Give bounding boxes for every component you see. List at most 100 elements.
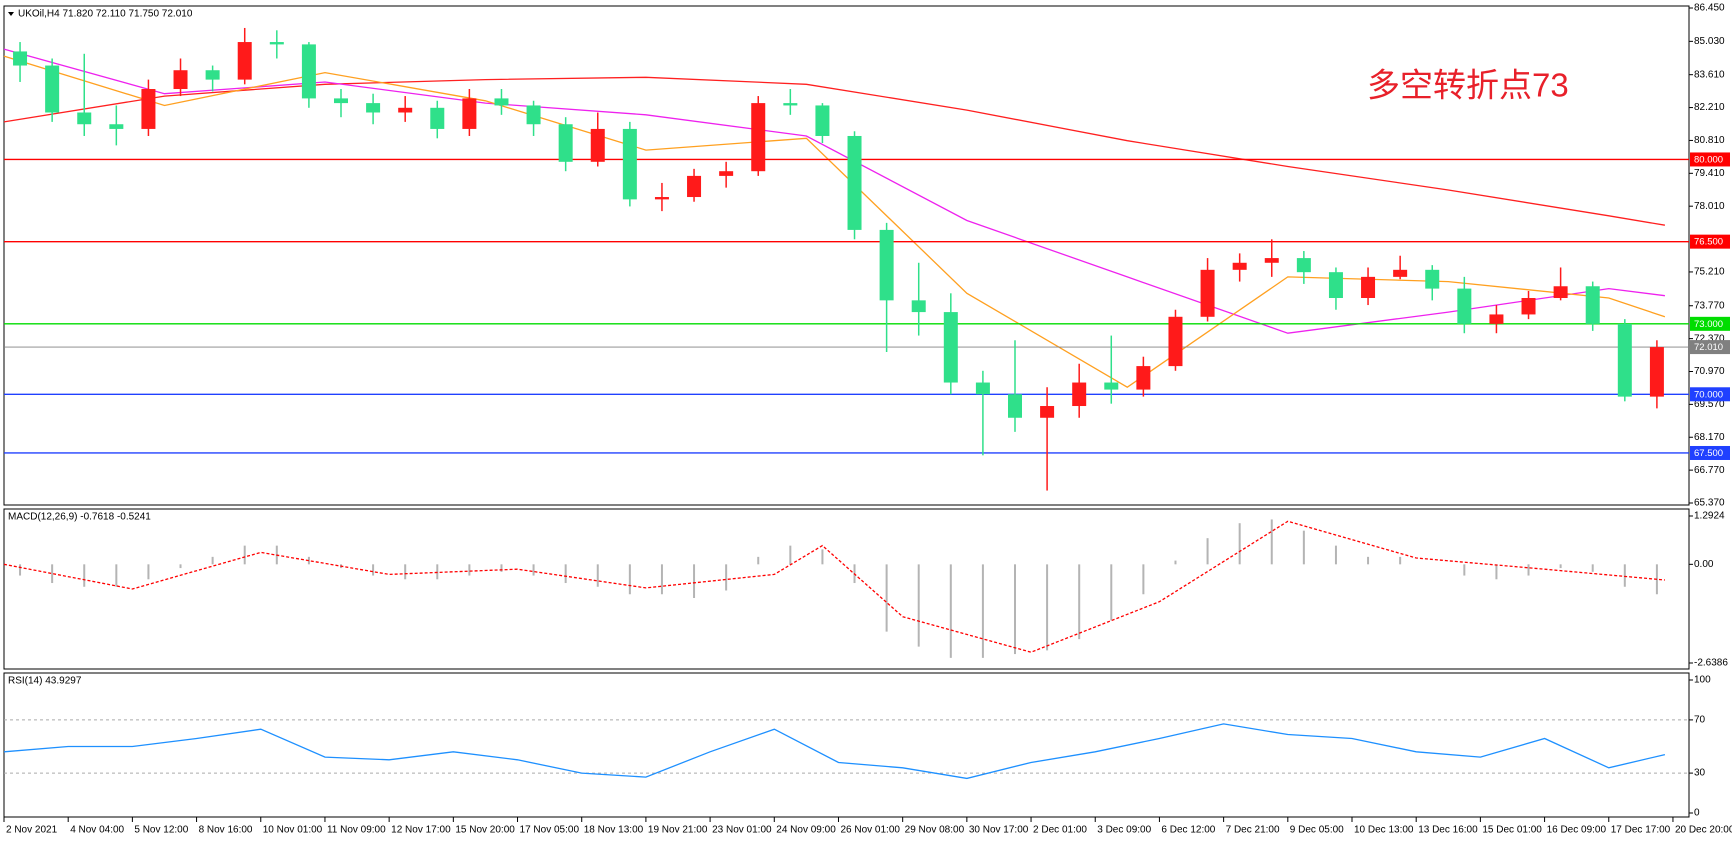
y-tick-label: 0.00 <box>1694 559 1714 570</box>
x-tick-label: 2 Dec 01:00 <box>1033 825 1087 836</box>
candle-body <box>1489 314 1504 324</box>
signal-line <box>3 520 1665 653</box>
x-tick-label: 12 Nov 17:00 <box>391 825 451 836</box>
y-tick-label: 1.2924 <box>1694 511 1725 522</box>
y-tick-label: 65.370 <box>1694 498 1725 509</box>
candle-body <box>751 103 766 172</box>
candle-body <box>398 107 413 113</box>
y-tick-label: 100 <box>1694 675 1711 686</box>
y-tick-label: 85.030 <box>1694 36 1725 47</box>
candle-body <box>301 44 316 99</box>
x-tick-label: 7 Dec 21:00 <box>1226 825 1280 836</box>
y-tick-label: 70 <box>1694 715 1706 726</box>
candle-body <box>815 105 830 136</box>
candle-body <box>847 135 862 230</box>
y-tick-label: 70.970 <box>1694 366 1725 377</box>
candle-body <box>1361 276 1376 299</box>
y-tick-label: 72.370 <box>1694 333 1725 344</box>
y-tick-label: 0 <box>1694 808 1700 819</box>
level-tag <box>1690 316 1730 331</box>
y-tick-label: 75.210 <box>1694 267 1725 278</box>
candle-body <box>1200 269 1215 317</box>
candle-body <box>911 300 926 313</box>
candle-body <box>494 98 509 106</box>
moving-average <box>3 76 1666 226</box>
candle-body <box>1328 272 1343 299</box>
annotation: 多空转折点73 <box>1367 67 1569 104</box>
candle-body <box>1072 382 1087 407</box>
candle-body <box>1617 323 1632 397</box>
candle-body <box>1296 258 1311 273</box>
candle-body <box>719 171 734 176</box>
candle-body <box>1264 258 1279 263</box>
level-tag <box>1690 152 1730 167</box>
candle-body <box>1168 316 1183 367</box>
x-tick-label: 5 Nov 12:00 <box>134 825 188 836</box>
candle-body <box>1585 286 1600 324</box>
level-label: 73.000 <box>1694 319 1723 330</box>
level-label: 67.500 <box>1694 448 1723 459</box>
candle-body <box>1649 347 1664 397</box>
x-tick-label: 19 Nov 21:00 <box>648 825 708 836</box>
macd-pane <box>3 508 1690 670</box>
level-tag <box>1690 445 1730 460</box>
x-tick-label: 30 Nov 17:00 <box>969 825 1029 836</box>
candle-body <box>1040 406 1055 418</box>
moving-average <box>3 48 1665 334</box>
level-label: 80.000 <box>1694 154 1723 165</box>
menu-icon[interactable] <box>8 12 14 16</box>
candle-body <box>45 65 60 113</box>
candle-body <box>1457 288 1472 324</box>
candle-body <box>430 107 445 129</box>
macd-title: MACD(12,26,9) -0.7618 -0.5241 <box>8 512 151 523</box>
x-tick-label: 13 Dec 16:00 <box>1418 825 1478 836</box>
candle-body <box>783 103 798 106</box>
x-tick-label: 17 Dec 17:00 <box>1611 825 1671 836</box>
y-tick-label: 73.770 <box>1694 300 1725 311</box>
candle-body <box>1104 382 1119 390</box>
candle-body <box>879 229 894 301</box>
candle-body <box>590 128 605 162</box>
y-tick-label: 83.610 <box>1694 69 1725 80</box>
y-tick-label: 82.210 <box>1694 102 1725 113</box>
candle-body <box>1425 269 1440 289</box>
candle-body <box>205 70 220 80</box>
candle-body <box>526 105 541 125</box>
x-tick-label: 23 Nov 01:00 <box>712 825 772 836</box>
level-tag <box>1690 234 1730 249</box>
x-tick-label: 18 Nov 13:00 <box>584 825 644 836</box>
x-tick-label: 29 Nov 08:00 <box>905 825 965 836</box>
price-title: UKOil,H4 71.820 72.110 71.750 72.010 <box>18 9 193 20</box>
rsi-pane <box>3 672 1690 818</box>
candle-body <box>558 124 573 162</box>
x-tick-label: 2 Nov 2021 <box>6 825 58 836</box>
x-tick-label: 20 Dec 20:00 <box>1675 825 1732 836</box>
rsi-title: RSI(14) 43.9297 <box>8 676 82 687</box>
candle-body <box>366 103 381 113</box>
candle-body <box>269 42 284 45</box>
candle-body <box>1008 394 1022 418</box>
x-tick-label: 11 Nov 09:00 <box>327 825 386 836</box>
candle-body <box>109 124 124 129</box>
x-tick-label: 9 Dec 05:00 <box>1290 825 1344 836</box>
x-tick-label: 10 Nov 01:00 <box>263 825 323 836</box>
candle-body <box>975 382 990 395</box>
x-tick-label: 10 Dec 13:00 <box>1354 825 1414 836</box>
x-tick-label: 4 Nov 04:00 <box>70 825 124 836</box>
x-tick-label: 6 Dec 12:00 <box>1161 825 1215 836</box>
candle-body <box>1393 269 1408 277</box>
rsi-line <box>3 723 1666 780</box>
candle-body <box>237 42 252 80</box>
candle-body <box>1136 366 1151 390</box>
candle-body <box>77 112 92 125</box>
y-tick-label: 80.810 <box>1694 135 1725 146</box>
candle-body <box>687 175 702 198</box>
price-pane <box>3 5 1690 506</box>
level-tag <box>1690 340 1730 355</box>
level-label: 72.010 <box>1694 342 1723 353</box>
candle-body <box>654 197 669 200</box>
y-tick-label: 69.570 <box>1694 399 1725 410</box>
candle-body <box>1521 298 1536 315</box>
x-tick-label: 17 Nov 05:00 <box>520 825 580 836</box>
